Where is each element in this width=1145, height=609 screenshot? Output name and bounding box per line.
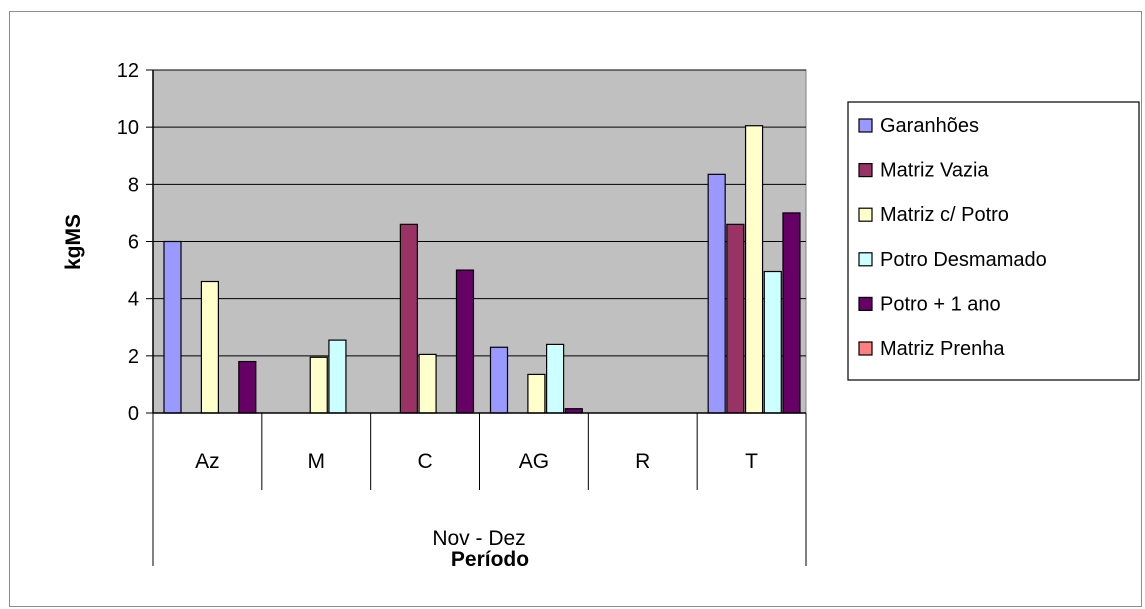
legend-entry: Matriz c/ Potro (880, 204, 1009, 226)
bar (782, 212, 801, 414)
y-tick-label: 10 (117, 117, 139, 139)
bar (418, 353, 437, 414)
legend-swatch (858, 118, 873, 133)
legend-box (847, 101, 1140, 381)
legend-entry: Matriz Vazia (880, 160, 989, 182)
bar (163, 240, 182, 414)
category-label: C (417, 450, 432, 473)
category-label: Az (195, 450, 220, 473)
y-tick-label: 12 (117, 60, 139, 82)
legend-swatch (858, 296, 873, 311)
category-label: M (308, 450, 326, 473)
bar (399, 223, 418, 414)
x-axis-title: Período (451, 548, 529, 571)
bar (309, 356, 328, 414)
category-label: AG (519, 450, 549, 473)
bar (726, 223, 745, 414)
bar (455, 269, 475, 414)
bar (527, 373, 546, 414)
category-label: R (635, 450, 650, 473)
gridlines (153, 69, 806, 357)
legend-swatch (858, 163, 873, 178)
bar (238, 360, 257, 414)
bar (200, 280, 219, 414)
axes: 0 2 4 6 8 10 12 Az M C AG R T (117, 60, 807, 566)
bar (744, 125, 764, 414)
legend: Garanhões Matriz Vazia Matriz c/ Potro Potr… (847, 101, 1140, 381)
y-tick-label: 2 (128, 346, 139, 368)
period-group-label: Nov - Dez (432, 527, 525, 550)
legend-entry: Potro Desmamado (880, 249, 1047, 271)
legend-swatch (858, 207, 873, 222)
bars (163, 125, 801, 414)
bar (763, 270, 782, 414)
legend-swatch (858, 341, 873, 356)
legend-entry: Matriz Prenha (880, 338, 1005, 360)
legend-entry: Garanhões (880, 115, 979, 137)
y-axis-title: kgMS (62, 214, 85, 270)
bar (328, 339, 347, 414)
bar (489, 346, 509, 414)
y-tick-label: 0 (128, 403, 139, 425)
legend-swatch (858, 252, 873, 267)
y-tick-label: 8 (128, 174, 139, 196)
bar (707, 173, 726, 414)
category-label: T (745, 450, 758, 473)
y-tick-label: 4 (128, 289, 139, 311)
y-tick-label: 6 (128, 232, 139, 254)
bar (545, 343, 565, 414)
legend-entry: Potro + 1 ano (880, 293, 1001, 315)
